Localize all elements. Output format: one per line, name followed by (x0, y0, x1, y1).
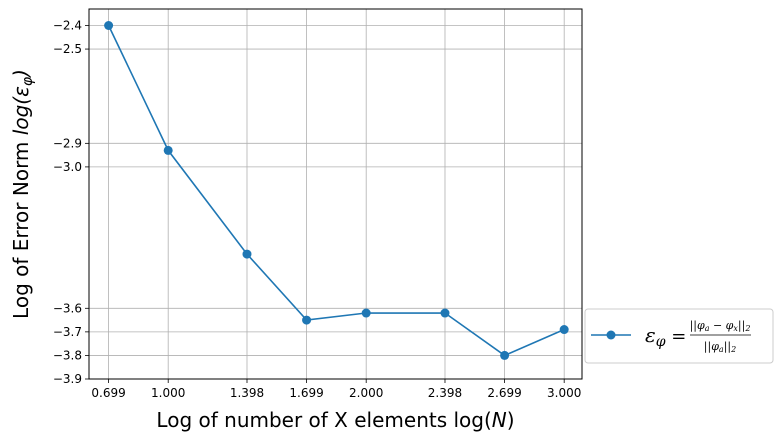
plot-frame (88, 8, 583, 380)
y-tick-label: −2.9 (53, 136, 82, 150)
x-tick-label: 2.000 (349, 386, 383, 400)
data-point (163, 145, 173, 155)
x-axis-title: Log of number of X elements log(N) (156, 408, 514, 432)
x-tick-label: 3.000 (547, 386, 581, 400)
legend-eps: ε (645, 323, 656, 347)
y-tick-label: −2.4 (53, 18, 82, 32)
legend-numerator: ||φa − φx||2 (690, 319, 751, 333)
y-tick-label: −2.5 (53, 42, 82, 56)
series-line (107, 25, 565, 357)
x-tick-label: 2.398 (428, 386, 462, 400)
y-axis-title-close: ) (9, 69, 33, 79)
y-axis-title-math: log(ε (9, 86, 33, 135)
data-point (440, 308, 450, 318)
data-point (104, 20, 114, 30)
series-layer (104, 20, 569, 360)
ticks: 0.699 1.000 1.398 1.699 2.000 2.398 2.699 3.000… (53, 18, 582, 400)
data-point (302, 315, 312, 325)
data-point (500, 350, 510, 360)
data-point (361, 308, 371, 318)
x-axis-title-text: Log of number of X elements log( (156, 408, 491, 432)
x-tick-label: 1.699 (289, 386, 323, 400)
y-tick-label: −3.6 (53, 301, 82, 315)
grid (89, 9, 582, 380)
legend-sub: φ (656, 334, 666, 350)
y-tick-label: −3.7 (53, 325, 82, 339)
x-axis-title-close: ) (507, 408, 515, 432)
y-tick-label: −3.0 (53, 160, 82, 174)
x-tick-label: 2.699 (487, 386, 521, 400)
legend-symbol: εφ = (645, 323, 686, 350)
y-axis-title: Log of Error Norm log(εφ) (9, 69, 36, 319)
data-point (242, 249, 252, 259)
x-axis-title-var: N (492, 408, 507, 432)
x-tick-label: 1.000 (151, 386, 185, 400)
legend-denominator: ||φa||2 (704, 340, 736, 354)
y-axis-title-text: Log of Error Norm (9, 135, 33, 319)
x-tick-label: 1.398 (230, 386, 264, 400)
legend-equals: = (666, 326, 687, 347)
legend: εφ = ||φa − φx||2 ||φa||2 (584, 308, 774, 364)
data-point (559, 325, 569, 335)
y-axis-title-sub: φ (20, 76, 36, 86)
y-tick-label: −3.8 (53, 348, 82, 362)
legend-box (584, 308, 774, 364)
y-tick-label: −3.9 (53, 372, 82, 386)
x-tick-label: 0.699 (91, 386, 125, 400)
legend-marker (606, 330, 616, 340)
